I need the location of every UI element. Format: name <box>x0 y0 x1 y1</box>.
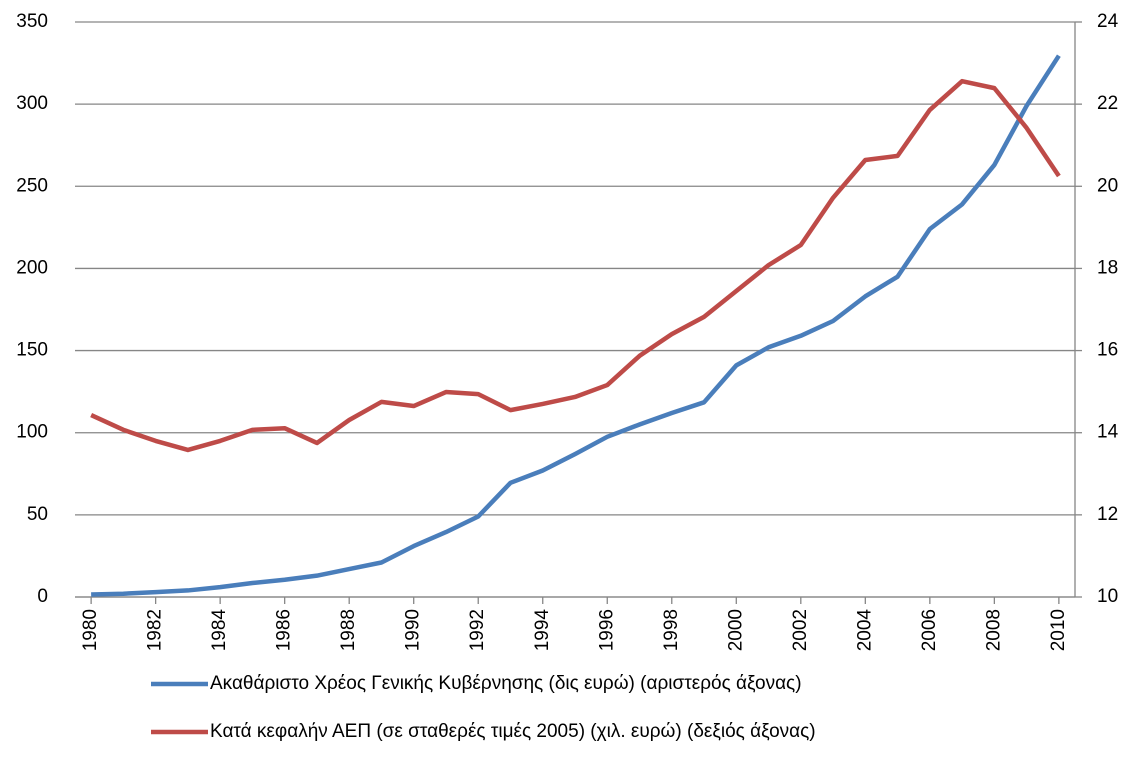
line <box>91 54 1061 597</box>
y2-tick-label: 16 <box>1097 340 1118 361</box>
legend-label: Ακαθάριστο Χρέος Γενικής Κυβέρνησης (δις… <box>210 673 802 694</box>
x-tick-label: 1982 <box>145 609 166 651</box>
x-tick-label: 1990 <box>403 609 424 651</box>
y-tick-label: 350 <box>16 11 48 32</box>
x-tick-label: 2002 <box>790 609 811 651</box>
y2-tick-label: 14 <box>1097 422 1119 443</box>
y-tick-label: 150 <box>16 340 48 361</box>
x-tick-label: 2010 <box>1048 609 1069 651</box>
x-tick-label: 2004 <box>854 609 875 652</box>
x-tick-label: 1992 <box>467 609 488 651</box>
y2-tick-label: 10 <box>1097 586 1118 607</box>
x-tick-label: 1994 <box>532 609 553 652</box>
x-tick-label: 1984 <box>209 609 230 652</box>
x-tick-label: 1996 <box>596 609 617 651</box>
x-tick-label: 1988 <box>338 609 359 651</box>
y-tick-label: 50 <box>27 504 48 525</box>
y2-tick-label: 12 <box>1097 504 1118 525</box>
y2-tick-label: 20 <box>1097 175 1118 196</box>
y-tick-label: 100 <box>16 422 48 443</box>
y-tick-label: 200 <box>16 257 48 278</box>
x-tick-label: 1980 <box>80 609 101 651</box>
y-tick-label: 300 <box>16 93 48 114</box>
x-tick-label: 2000 <box>725 609 746 651</box>
y2-tick-label: 22 <box>1097 93 1118 114</box>
y2-tick-label: 24 <box>1097 11 1119 32</box>
y-tick-label: 0 <box>37 586 48 607</box>
x-tick-label: 1986 <box>274 609 295 651</box>
y2-tick-label: 18 <box>1097 257 1118 278</box>
y-tick-label: 250 <box>16 175 48 196</box>
x-tick-label: 2006 <box>919 609 940 651</box>
x-tick-label: 1998 <box>661 609 682 651</box>
legend-label: Κατά κεφαλήν ΑΕΠ (σε σταθερές τιμές 2005… <box>210 721 816 742</box>
x-tick-label: 2008 <box>983 609 1004 651</box>
line <box>90 78 1061 453</box>
